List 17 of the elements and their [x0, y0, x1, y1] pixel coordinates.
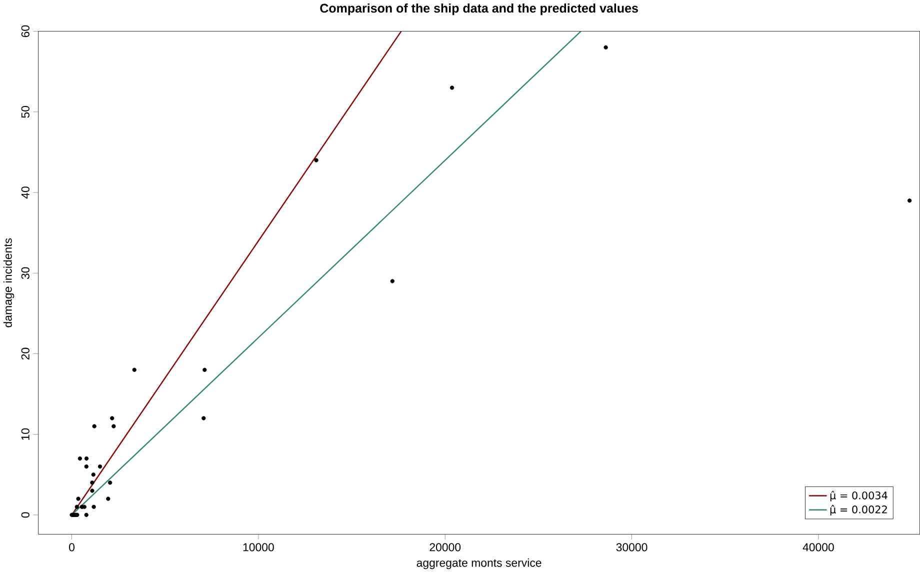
y-tick-label: 60: [21, 26, 30, 38]
y-tick-label: 10: [21, 428, 30, 440]
x-tick-label: 20000: [430, 543, 461, 552]
x-axis-title: aggregate monts service: [416, 558, 542, 570]
y-tick-label: 20: [21, 348, 30, 360]
y-tick-label: 30: [21, 267, 30, 280]
x-tick-label: 30000: [616, 543, 648, 552]
legend-label: μ̂ = 0.0034: [830, 491, 888, 502]
y-tick-label: 0: [21, 512, 30, 518]
y-axis-title: damage incidents: [3, 238, 14, 328]
x-tick-label: 10000: [243, 543, 274, 552]
chart-title: Comparison of the ship data and the predicted values: [320, 4, 638, 16]
x-tick-label: 0: [69, 543, 75, 552]
y-tick-label: 40: [21, 186, 30, 199]
legend-label: μ̂ = 0.0022: [830, 505, 887, 516]
y-tick-label: 50: [21, 106, 30, 118]
x-tick-label: 40000: [802, 543, 834, 552]
